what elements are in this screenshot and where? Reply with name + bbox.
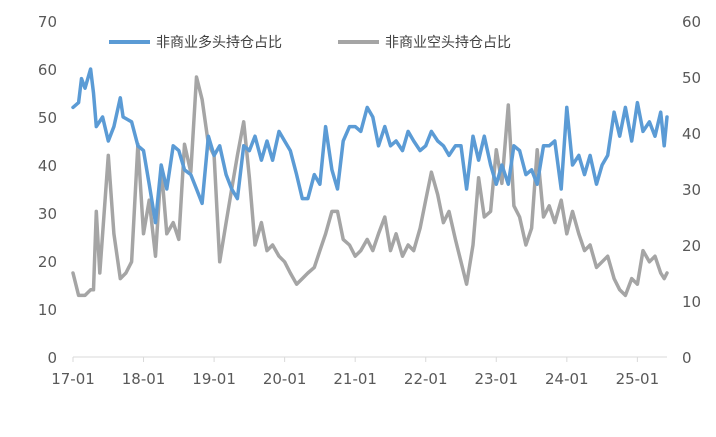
x-tick-label: 17-01 (51, 370, 95, 388)
y2-tick-label: 50 (682, 69, 701, 87)
x-tick-label: 20-01 (263, 370, 307, 388)
series-line-short-share (71, 75, 669, 298)
y2-tick-label: 30 (682, 181, 701, 199)
series-line-long-share (71, 67, 669, 225)
y-tick-label: 20 (38, 253, 57, 271)
x-tick-label: 18-01 (122, 370, 166, 388)
axes (72, 356, 667, 362)
y-tick-label: 40 (38, 157, 57, 175)
legend: 非商业多头持仓占比 非商业空头持仓占比 (109, 34, 511, 51)
series-lines (71, 67, 669, 298)
y2-tick-label: 20 (682, 237, 701, 255)
y2-tick-label: 60 (682, 13, 701, 31)
y-tick-label: 0 (47, 349, 57, 367)
y2-tick-label: 10 (682, 293, 701, 311)
y-tick-label: 50 (38, 109, 57, 127)
legend-label-short-share: 非商业空头持仓占比 (385, 35, 511, 51)
y2-tick-label: 0 (682, 349, 692, 367)
x-tick-label: 19-01 (192, 370, 236, 388)
y2-tick-label: 40 (682, 125, 701, 143)
x-tick-label: 21-01 (333, 370, 377, 388)
x-tick-label: 23-01 (474, 370, 518, 388)
x-axis-tick-labels: 17-01 18-01 19-01 20-01 21-01 22-01 23-01 24-01… (51, 370, 659, 388)
x-tick-label: 22-01 (404, 370, 448, 388)
x-tick-label: 25-01 (616, 370, 660, 388)
x-tick-label: 24-01 (545, 370, 589, 388)
y-axis-tick-labels: 0 10 20 30 40 50 60 70 (38, 13, 57, 367)
y-tick-label: 30 (38, 205, 57, 223)
legend-label-long-share: 非商业多头持仓占比 (156, 34, 282, 51)
x-axis-tick-marks (72, 357, 638, 362)
y2-axis-tick-labels: 0 10 20 30 40 50 60 (682, 13, 701, 367)
y-tick-label: 70 (38, 13, 57, 31)
y-tick-label: 10 (38, 301, 57, 319)
y-tick-label: 60 (38, 61, 57, 79)
